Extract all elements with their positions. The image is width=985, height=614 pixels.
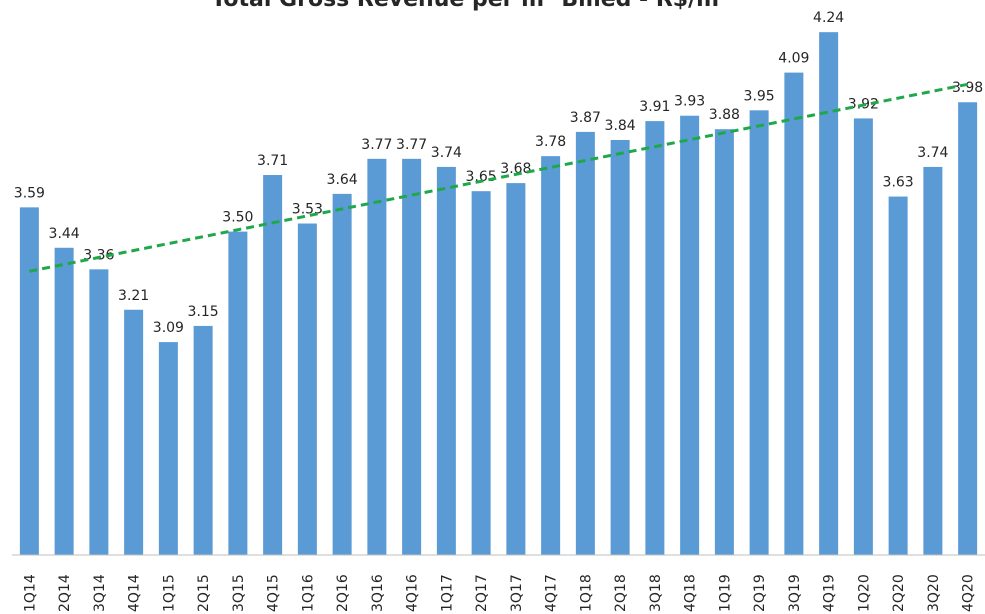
bar <box>54 247 74 555</box>
x-tick-label: 2Q20 <box>891 574 907 612</box>
bar <box>158 342 178 555</box>
x-tick-label: 2Q18 <box>613 574 629 612</box>
bar <box>228 231 248 555</box>
x-tick-label: 3Q17 <box>509 574 525 612</box>
bar <box>506 183 526 555</box>
x-tick-label: 3Q20 <box>926 574 942 612</box>
value-label: 3.74 <box>431 145 462 161</box>
value-label: 3.95 <box>744 88 775 104</box>
value-label: 3.53 <box>292 202 323 218</box>
x-tick-label: 4Q15 <box>266 574 282 612</box>
bar <box>124 309 144 555</box>
bar <box>436 166 456 556</box>
x-tick-label: 3Q18 <box>648 574 664 612</box>
x-tick-label: 4Q18 <box>683 574 699 612</box>
bar <box>645 121 665 555</box>
value-label: 3.09 <box>153 320 184 336</box>
bar <box>402 158 422 555</box>
x-tick-label: 2Q19 <box>752 574 768 612</box>
value-label: 3.87 <box>570 110 601 126</box>
x-tick-label: 4Q16 <box>405 574 421 612</box>
bar <box>471 191 491 556</box>
bar <box>575 131 595 555</box>
value-label: 3.77 <box>396 137 427 153</box>
trend-line <box>29 82 968 273</box>
value-label: 3.44 <box>49 226 80 242</box>
x-tick-label: 4Q14 <box>127 574 143 612</box>
bar <box>853 118 873 555</box>
bar <box>332 193 352 555</box>
x-tick-label: 3Q19 <box>787 574 803 612</box>
x-tick-label: 3Q16 <box>370 574 386 612</box>
x-tick-label: 1Q17 <box>439 574 455 612</box>
value-label: 4.24 <box>813 10 844 26</box>
value-label: 3.93 <box>674 94 705 110</box>
x-tick-label: 2Q14 <box>57 574 73 612</box>
x-tick-label: 4Q20 <box>961 574 977 612</box>
x-tick-label: 4Q17 <box>544 574 560 612</box>
x-tick-label: 1Q19 <box>717 574 733 612</box>
value-label: 3.15 <box>188 304 219 320</box>
bar <box>541 156 561 555</box>
value-label: 3.68 <box>500 161 531 177</box>
x-tick-label: 1Q20 <box>856 574 872 612</box>
bar <box>819 32 839 556</box>
value-label: 3.63 <box>883 175 914 191</box>
x-tick-label: 2Q15 <box>196 574 212 612</box>
value-label: 3.64 <box>327 172 358 188</box>
x-tick-label: 1Q15 <box>161 574 177 612</box>
value-label: 3.50 <box>222 210 253 226</box>
x-tick-label: 4Q19 <box>822 574 838 612</box>
chart-title: Total Gross Revenue per m² Billed - R$/m… <box>211 0 728 12</box>
value-label: 3.88 <box>709 107 740 123</box>
value-label: 3.36 <box>83 247 114 263</box>
value-label: 3.71 <box>257 153 288 169</box>
bar <box>610 139 630 555</box>
bar <box>714 129 734 555</box>
x-tick-label: 1Q18 <box>578 574 594 612</box>
bar <box>784 72 804 555</box>
value-label: 3.78 <box>535 134 566 150</box>
x-tick-label: 3Q14 <box>92 574 108 612</box>
x-tick-label: 2Q17 <box>474 574 490 612</box>
bar <box>923 166 943 556</box>
bar <box>297 223 317 555</box>
bar <box>89 269 109 555</box>
value-label: 3.21 <box>118 288 149 304</box>
x-tick-label: 3Q15 <box>231 574 247 612</box>
value-label: 3.74 <box>917 145 948 161</box>
bar <box>263 175 283 555</box>
x-tick-label: 1Q14 <box>22 574 38 612</box>
bar <box>367 158 387 555</box>
value-label: 3.77 <box>361 137 392 153</box>
value-label: 3.91 <box>639 99 670 115</box>
value-label: 3.59 <box>14 185 45 201</box>
value-label: 3.84 <box>605 118 636 134</box>
bar <box>958 102 978 556</box>
bar <box>680 115 700 555</box>
value-label: 4.09 <box>778 51 809 67</box>
bar <box>888 196 908 555</box>
x-tick-label: 2Q16 <box>335 574 351 612</box>
bar <box>749 110 769 555</box>
value-label: 3.98 <box>952 80 983 96</box>
x-tick-label: 1Q16 <box>300 574 316 612</box>
bar <box>19 207 39 555</box>
bar <box>193 325 213 555</box>
